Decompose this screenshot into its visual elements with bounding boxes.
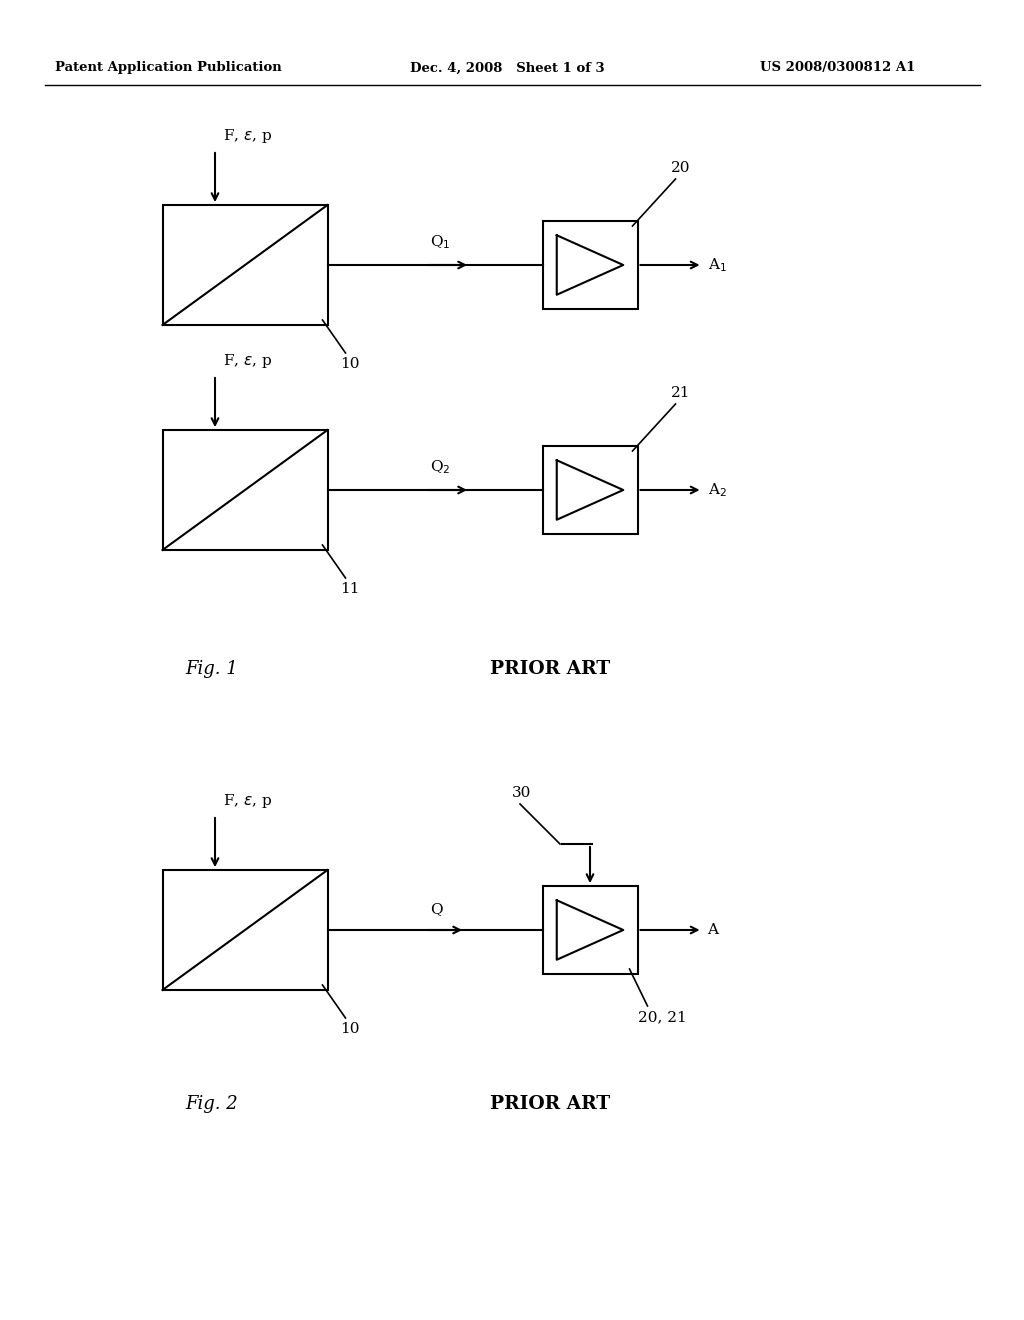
Bar — [163, 205, 328, 325]
Text: F, $\varepsilon$, p: F, $\varepsilon$, p — [223, 127, 272, 145]
Text: 21: 21 — [671, 385, 690, 400]
Text: F, $\varepsilon$, p: F, $\varepsilon$, p — [223, 792, 272, 810]
Text: Q: Q — [430, 902, 442, 916]
Text: Fig. 2: Fig. 2 — [185, 1096, 238, 1113]
Text: Q$_2$: Q$_2$ — [430, 458, 451, 477]
Text: 20: 20 — [671, 161, 690, 176]
Bar — [163, 430, 328, 550]
Text: 10: 10 — [341, 356, 360, 371]
Text: Q$_1$: Q$_1$ — [430, 234, 451, 251]
Text: 30: 30 — [512, 785, 531, 800]
Text: 11: 11 — [341, 582, 360, 597]
Text: US 2008/0300812 A1: US 2008/0300812 A1 — [760, 62, 915, 74]
Text: 20, 21: 20, 21 — [638, 1010, 686, 1024]
Bar — [543, 886, 638, 974]
Text: Fig. 1: Fig. 1 — [185, 660, 238, 678]
Text: PRIOR ART: PRIOR ART — [490, 660, 610, 678]
Text: A: A — [708, 923, 719, 937]
Text: PRIOR ART: PRIOR ART — [490, 1096, 610, 1113]
Bar — [543, 446, 638, 535]
Text: 10: 10 — [341, 1022, 360, 1036]
Bar — [543, 220, 638, 309]
Text: A$_2$: A$_2$ — [708, 482, 726, 499]
Text: F, $\varepsilon$, p: F, $\varepsilon$, p — [223, 352, 272, 370]
Text: Dec. 4, 2008   Sheet 1 of 3: Dec. 4, 2008 Sheet 1 of 3 — [410, 62, 604, 74]
Text: A$_1$: A$_1$ — [708, 256, 726, 273]
Text: Patent Application Publication: Patent Application Publication — [55, 62, 282, 74]
Bar — [163, 870, 328, 990]
